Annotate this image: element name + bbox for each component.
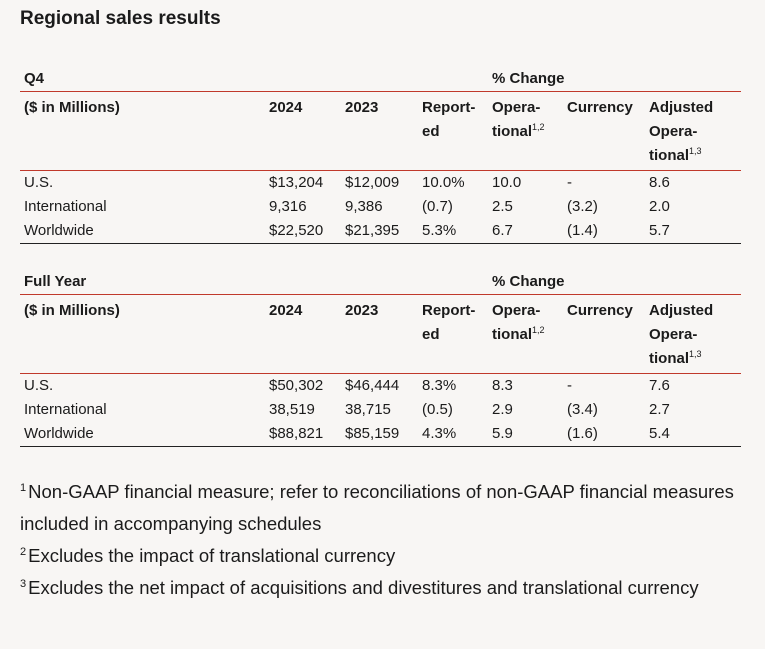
value-2023-cell: 38,715 xyxy=(345,401,391,418)
period-row: Q4 % Change xyxy=(20,67,742,92)
operational-cell: 10.0 xyxy=(492,174,522,191)
adjusted-cell: 5.7 xyxy=(649,222,670,239)
value-2024-cell: $50,302 xyxy=(269,377,324,394)
region-cell: U.S. xyxy=(24,174,54,191)
footnotes: 1 Non-GAAP financial measure; refer to re… xyxy=(20,476,740,604)
page-title: Regional sales results xyxy=(20,8,221,29)
currency-cell: (1.6) xyxy=(567,425,598,442)
reported-cell: 10.0% xyxy=(422,174,465,191)
column-header-row: ($ in Millions) 2024 2023 Report-ed Oper… xyxy=(20,92,742,171)
operational-header: Opera-tional1,2 xyxy=(492,302,545,343)
table-row: International 38,519 38,715 (0.5) 2.9 (3… xyxy=(20,398,741,422)
table-row: U.S. $13,204 $12,009 10.0% 10.0 - 8.6 xyxy=(20,171,741,196)
pct-change-header: % Change xyxy=(492,273,565,290)
period-label: Full Year xyxy=(24,273,87,290)
region-cell: Worldwide xyxy=(24,425,94,442)
units-header: ($ in Millions) xyxy=(24,302,120,319)
value-2023-cell: $21,395 xyxy=(345,222,400,239)
footnote-2: 2 Excludes the impact of translational cu… xyxy=(20,545,396,566)
period-label: Q4 xyxy=(24,70,45,87)
adjusted-cell: 8.6 xyxy=(649,174,670,191)
adjusted-cell: 5.4 xyxy=(649,425,670,442)
footnote-3: 3 Excludes the net impact of acquisitions… xyxy=(20,577,699,598)
region-cell: International xyxy=(24,198,107,215)
units-header: ($ in Millions) xyxy=(24,99,120,116)
table-row: Worldwide $22,520 $21,395 5.3% 6.7 (1.4)… xyxy=(20,219,742,244)
adjusted-cell: 7.6 xyxy=(649,377,670,394)
pct-change-header: % Change xyxy=(492,70,565,87)
region-cell: U.S. xyxy=(24,377,54,394)
reported-header: Report-ed xyxy=(422,99,476,140)
currency-header: Currency xyxy=(567,302,633,319)
q4-sales-table: Q4 % Change ($ in Millions) 2024 2023 Re… xyxy=(20,67,742,244)
operational-cell: 6.7 xyxy=(492,222,513,239)
currency-cell: - xyxy=(567,174,572,191)
table-row: International 9,316 9,386 (0.7) 2.5 (3.2… xyxy=(20,195,741,219)
reported-cell: (0.7) xyxy=(422,198,453,215)
currency-cell: (3.2) xyxy=(567,198,598,215)
region-cell: Worldwide xyxy=(24,222,94,239)
operational-cell: 2.9 xyxy=(492,401,513,418)
operational-cell: 5.9 xyxy=(492,425,513,442)
reported-cell: 4.3% xyxy=(422,425,457,442)
value-2023-cell: 9,386 xyxy=(345,198,383,215)
table-row: U.S. $50,302 $46,444 8.3% 8.3 - 7.6 xyxy=(20,374,741,399)
table-row: Worldwide $88,821 $85,159 4.3% 5.9 (1.6)… xyxy=(20,422,742,447)
value-2023-cell: $46,444 xyxy=(345,377,400,394)
reported-cell: (0.5) xyxy=(422,401,453,418)
reported-header: Report-ed xyxy=(422,302,476,343)
reported-cell: 5.3% xyxy=(422,222,457,239)
operational-cell: 8.3 xyxy=(492,377,513,394)
operational-header: Opera-tional1,2 xyxy=(492,99,545,140)
adjusted-operational-header: Adjusted Opera-tional1,3 xyxy=(649,302,714,367)
period-row: Full Year % Change xyxy=(20,270,742,295)
value-2024-cell: $13,204 xyxy=(269,174,324,191)
full-year-sales-table: Full Year % Change ($ in Millions) 2024 … xyxy=(20,270,742,447)
year-2024-header: 2024 xyxy=(269,302,303,319)
reported-cell: 8.3% xyxy=(422,377,457,394)
adjusted-cell: 2.7 xyxy=(649,401,670,418)
value-2023-cell: $85,159 xyxy=(345,425,400,442)
adjusted-operational-header: Adjusted Opera-tional1,3 xyxy=(649,99,714,164)
value-2024-cell: $88,821 xyxy=(269,425,324,442)
value-2024-cell: 38,519 xyxy=(269,401,315,418)
value-2023-cell: $12,009 xyxy=(345,174,400,191)
footnote-1: 1 Non-GAAP financial measure; refer to re… xyxy=(20,481,734,534)
currency-cell: - xyxy=(567,377,572,394)
year-2023-header: 2023 xyxy=(345,99,379,116)
adjusted-cell: 2.0 xyxy=(649,198,670,215)
currency-cell: (1.4) xyxy=(567,222,598,239)
year-2024-header: 2024 xyxy=(269,99,303,116)
region-cell: International xyxy=(24,401,107,418)
currency-header: Currency xyxy=(567,99,633,116)
operational-cell: 2.5 xyxy=(492,198,513,215)
value-2024-cell: 9,316 xyxy=(269,198,307,215)
column-header-row: ($ in Millions) 2024 2023 Report-ed Oper… xyxy=(20,295,742,374)
currency-cell: (3.4) xyxy=(567,401,598,418)
value-2024-cell: $22,520 xyxy=(269,222,324,239)
year-2023-header: 2023 xyxy=(345,302,379,319)
